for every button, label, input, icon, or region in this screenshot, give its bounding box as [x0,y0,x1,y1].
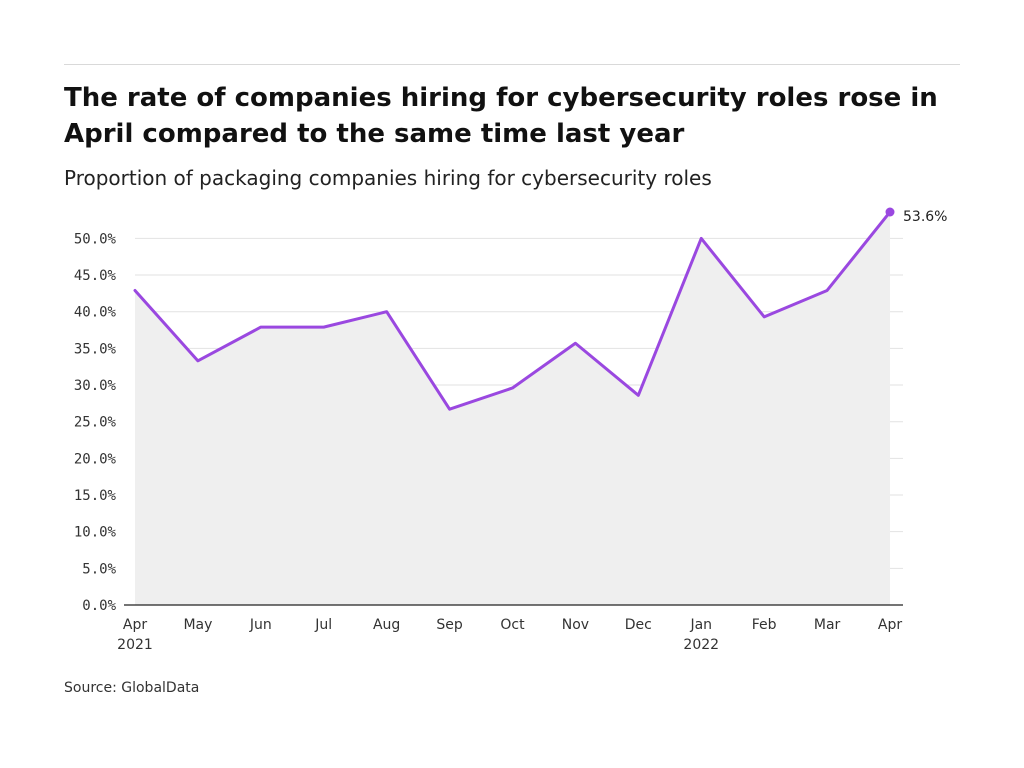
y-tick-label: 20.0% [74,451,117,467]
data-labels: 53.6% [903,209,947,225]
x-tick-label: Nov [562,617,589,633]
x-tick-label: Jun [249,617,272,633]
source-note: Source: GlobalData [64,680,200,696]
top-rule [64,64,960,65]
y-tick-label: 10.0% [74,525,117,541]
x-tick-label: May [183,617,212,633]
x-tick-label: Feb [752,617,777,633]
y-tick-label: 45.0% [74,268,117,284]
x-tick-year-label: 2021 [117,637,153,653]
area-fill [135,212,890,605]
y-tick-label: 30.0% [74,378,117,394]
x-tick-label: Sep [436,617,463,633]
x-tick-year-label: 2022 [683,637,719,653]
data-points [885,207,895,217]
x-tick-label: Mar [814,617,841,633]
x-axis-ticks: Apr 2021 May Jun Jul Aug Sep Oct Nov Dec Jan 2022 Fe… [117,617,902,653]
x-tick-label: Jul [314,617,332,633]
data-label: 53.6% [903,209,947,225]
y-tick-label: 5.0% [82,561,116,577]
y-tick-label: 15.0% [74,488,117,504]
x-tick-label: Apr [878,617,902,633]
x-tick-label: Jan [689,617,712,633]
x-tick-label: Dec [625,617,652,633]
y-tick-label: 0.0% [82,598,116,614]
x-tick-label: Oct [500,617,525,633]
chart-title: The rate of companies hiring for cyberse… [64,83,938,149]
y-tick-label: 50.0% [74,231,117,247]
y-axis-ticks: 0.0% 5.0% 10.0% 15.0% 20.0% 25.0% 30.0% 35.0% 40… [74,231,117,614]
series-line [133,210,892,411]
y-tick-label: 35.0% [74,341,117,357]
chart-subtitle: Proportion of packaging companies hiring… [64,166,712,190]
data-point [885,207,895,217]
y-tick-label: 25.0% [74,415,117,431]
y-tick-label: 40.0% [74,305,117,321]
x-tick-label: Apr [123,617,147,633]
x-tick-label: Aug [373,617,400,633]
